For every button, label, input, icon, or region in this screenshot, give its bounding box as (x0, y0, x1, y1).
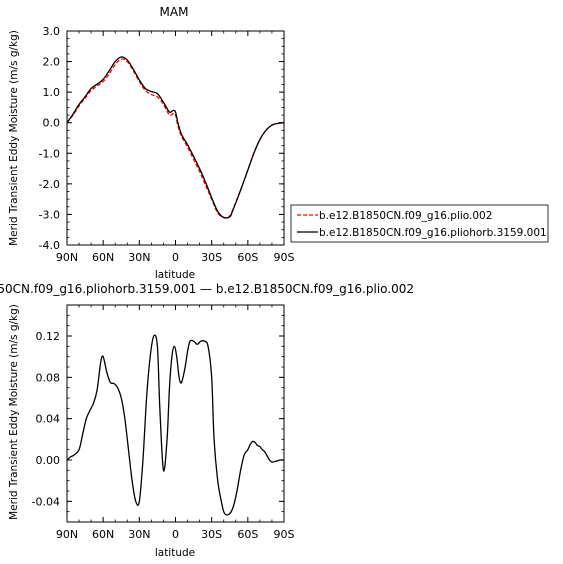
x-tick-label: 90N (56, 251, 78, 264)
legend-label-plio: b.e12.B1850CN.f09_g16.plio.002 (319, 210, 492, 222)
x-tick-label: 60S (237, 251, 258, 264)
x-tick-label: 30N (128, 251, 150, 264)
x-tick-label: 60N (92, 528, 114, 541)
x-tick-label: 30N (128, 528, 150, 541)
x-tick-label: 30S (201, 528, 222, 541)
x-tick-label: 0 (172, 528, 179, 541)
y-tick-label: -0.04 (32, 495, 60, 508)
legend-frame (290, 204, 549, 243)
y-tick-label: 2.0 (43, 56, 61, 69)
x-tick-label: 90S (274, 251, 295, 264)
y-tick-label: -2.0 (39, 178, 60, 191)
x-tick-label: 60S (237, 528, 258, 541)
panel-bottom-difference: b.e12.B1850CN.f09_g16.pliohorb.3159.001 … (0, 282, 414, 559)
y-tick-label: 0.0 (43, 117, 61, 130)
y-tick-label: 1.0 (43, 86, 61, 99)
legend-label-pliohorb: b.e12.B1850CN.f09_g16.pliohorb.3159.001 (319, 227, 547, 239)
panel-top-mam: MAM 90N 60N 30N 0 30S 60S 90S -4.0 -3.0 -2.0 -1.0 0… (8, 5, 295, 281)
panel-bottom-title: b.e12.B1850CN.f09_g16.pliohorb.3159.001 … (0, 282, 414, 296)
y-tick-label: -1.0 (39, 147, 60, 160)
x-tick-label: 90S (274, 528, 295, 541)
x-tick-label: 0 (172, 251, 179, 264)
x-tick-label: 60N (92, 251, 114, 264)
series-line-0-1 (66, 56, 285, 219)
y-tick-label: -3.0 (39, 208, 60, 221)
panel-bottom-ticks: 90N 60N 30N 0 30S 60S 90S -0.04 0.00 0.04 0.08 0.12 (32, 304, 295, 541)
panel-top-y-label: Merid Transient Eddy Moisture (m/s g/kg) (8, 30, 20, 246)
y-tick-label: 3.0 (43, 25, 61, 38)
panel-top-title: MAM (160, 5, 189, 19)
x-tick-label: 30S (201, 251, 222, 264)
panel-bottom-series (66, 334, 285, 516)
panel-bottom-y-label: Merid Transient Eddy Moisture (m/s g/kg) (8, 304, 20, 520)
panel-bottom-x-label: latitude (155, 547, 195, 559)
y-tick-label: 0.12 (36, 330, 61, 343)
legend: b.e12.B1850CN.f09_g16.plio.002 b.e12.B18… (290, 204, 549, 243)
panel-bottom-frame (66, 304, 285, 523)
y-tick-label: 0.00 (36, 454, 61, 467)
y-tick-label: 0.04 (36, 413, 61, 426)
y-tick-label: -4.0 (39, 239, 60, 252)
panel-top-series (66, 56, 285, 219)
y-tick-label: 0.08 (36, 371, 61, 384)
panel-top-x-label: latitude (155, 269, 195, 281)
x-tick-label: 90N (56, 528, 78, 541)
panel-top-ticks: 90N 60N 30N 0 30S 60S 90S -4.0 -3.0 -2.0 -1.0 0.0 1.… (39, 25, 295, 264)
series-line-1-0 (66, 334, 285, 516)
panel-top-frame (66, 30, 285, 246)
